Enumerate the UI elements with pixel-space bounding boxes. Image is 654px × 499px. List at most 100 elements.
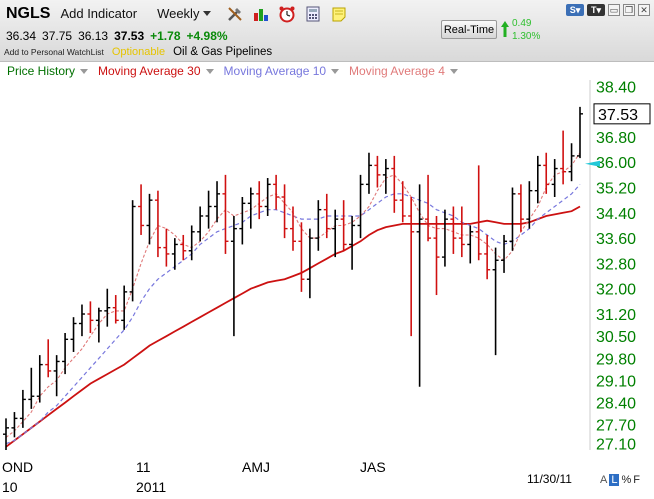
realtime-change-value: 0.49	[512, 18, 532, 29]
ohlc-bar	[3, 418, 9, 450]
date-axis-label: 11	[136, 459, 151, 475]
legend-ma4[interactable]: Moving Average 4	[349, 64, 458, 78]
ohlc-bar	[154, 190, 161, 258]
price-chart[interactable]: 38.40 36.80 36.00 35.20 34.40 33.60 32.80 32.00…	[0, 80, 654, 499]
price-axis-tick: 36.80	[596, 130, 636, 147]
percent-scale-button[interactable]: %	[621, 474, 632, 486]
ohlc-bar	[517, 184, 524, 232]
notes-icon[interactable]	[329, 4, 349, 24]
restore-icon[interactable]: ❐	[623, 4, 635, 16]
realtime-button[interactable]: Real-Time	[441, 20, 497, 39]
ohlc-bar	[45, 339, 52, 378]
ohlc-bar	[416, 184, 423, 387]
date-axis-label: JAS	[360, 459, 386, 475]
ohlc-bar	[256, 181, 263, 220]
ohlc-bar	[28, 367, 35, 409]
ohlc-bar	[484, 234, 491, 280]
ohlc-bar	[180, 234, 187, 261]
ohlc-bar	[112, 295, 119, 324]
log-scale-button[interactable]: L	[609, 474, 620, 486]
ohlc-bar	[222, 174, 229, 254]
ohlc-bar	[458, 206, 465, 258]
tools-icon[interactable]	[225, 4, 245, 24]
ohlc-bar	[95, 307, 102, 343]
ohlc-bar	[188, 225, 195, 261]
ohlc-bar	[163, 228, 170, 267]
price-axis-tick: 29.10	[596, 373, 636, 390]
ohlc-bar	[526, 181, 533, 229]
ohlc-bar	[475, 165, 482, 261]
ohlc-bar	[315, 200, 322, 251]
chart-date-stamp: 11/30/11	[527, 472, 572, 486]
legend-ma30[interactable]: Moving Average 30	[98, 64, 214, 78]
info-line: Add to Personal WatchList Optionable Oil…	[4, 45, 272, 59]
price-change: +1.78	[150, 29, 181, 43]
date-axis-label: AMJ	[242, 459, 270, 475]
chevron-down-icon	[203, 11, 212, 16]
price-axis-tick: 27.70	[596, 418, 636, 435]
price-axis-tick: 32.80	[596, 256, 636, 273]
ohlc-bar	[543, 152, 550, 194]
industry-label[interactable]: Oil & Gas Pipelines	[173, 46, 273, 58]
ohlc-bar	[492, 247, 499, 356]
add-indicator-button[interactable]: Add Indicator	[60, 6, 138, 21]
ohlc-bar	[121, 285, 128, 330]
quote-line: 36.34 37.75 36.13 37.53 +1.78 +4.98%	[6, 28, 228, 44]
ma4-line	[5, 152, 581, 438]
ohlc-bar	[205, 190, 212, 229]
ohlc-bar	[568, 143, 575, 182]
ohlc-bar	[551, 159, 558, 198]
high-price: 37.75	[42, 29, 73, 43]
ohlc-bar	[239, 197, 246, 245]
legend-label: Price History	[7, 64, 76, 78]
add-to-watchlist-link[interactable]: Add to Personal WatchList	[4, 47, 104, 57]
legend-price-history[interactable]: Price History	[7, 64, 89, 78]
period-dropdown[interactable]: Weekly	[157, 6, 212, 21]
ohlc-bar	[78, 304, 85, 337]
ohlc-bar	[357, 174, 364, 239]
ohlc-bar	[197, 206, 204, 242]
scale-buttons: A L % F	[600, 474, 640, 486]
indicators-icon[interactable]	[251, 4, 271, 24]
realtime-change-pct: 1.30%	[512, 31, 541, 42]
open-price: 36.34	[6, 29, 37, 43]
ohlc-bar	[501, 234, 508, 273]
price-axis-tick: 33.60	[596, 231, 636, 248]
ohlc-bar	[290, 206, 296, 251]
ohlc-bar	[332, 209, 339, 258]
ohlc-bar	[11, 412, 18, 438]
last-price: 37.53	[114, 29, 145, 43]
ohlc-bar	[382, 159, 389, 194]
ohlc-bar	[374, 155, 381, 188]
ohlc-bar	[365, 152, 372, 194]
close-icon[interactable]: ✕	[638, 4, 650, 16]
legend-ma10[interactable]: Moving Average 10	[224, 64, 340, 78]
date-axis-year: 10	[2, 479, 18, 495]
window-controls: S ▾ T ▾ ▭ ❐ ✕	[566, 4, 650, 16]
price-axis-tick: 38.40	[596, 80, 636, 96]
minimize-icon[interactable]: ▭	[608, 4, 620, 16]
autoscale-button[interactable]: A	[600, 474, 608, 486]
calculator-icon[interactable]	[303, 4, 323, 24]
ohlc-bar	[146, 193, 153, 245]
price-axis-tick: 32.00	[596, 282, 636, 299]
ohlc-bar	[171, 238, 178, 270]
t-menu-button[interactable]: T ▾	[587, 4, 605, 16]
ohlc-bar	[138, 184, 145, 235]
ohlc-bar	[129, 200, 136, 302]
up-arrow-icon	[501, 21, 509, 37]
date-axis-year: 2011	[136, 479, 166, 495]
period-label: Weekly	[157, 6, 200, 21]
price-axis-tick: 30.50	[596, 329, 636, 346]
ticker-symbol[interactable]: NGLS	[6, 4, 51, 22]
ohlc-bar	[36, 355, 43, 403]
ohlc-bar	[70, 317, 77, 352]
price-axis-tick: 27.10	[596, 437, 636, 454]
fit-scale-button[interactable]: F	[633, 474, 640, 486]
legend-label: Moving Average 30	[98, 64, 201, 78]
alarm-clock-icon[interactable]	[277, 4, 297, 24]
current-price-box	[593, 103, 651, 125]
ohlc-bar	[509, 187, 516, 251]
s-menu-button[interactable]: S ▾	[566, 4, 584, 16]
ohlc-bar	[273, 174, 280, 210]
